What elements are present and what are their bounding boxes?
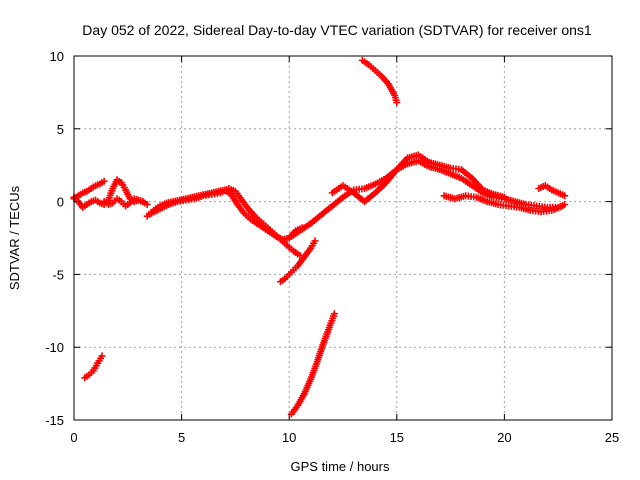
y-tick-label: 10 bbox=[50, 49, 64, 64]
data-point bbox=[393, 99, 401, 107]
plot-frame bbox=[73, 55, 613, 421]
data-point bbox=[98, 352, 106, 360]
data-point bbox=[330, 310, 338, 318]
x-axis-label: GPS time / hours bbox=[291, 459, 390, 474]
data-point bbox=[143, 201, 151, 209]
y-tick-label: 0 bbox=[57, 195, 64, 210]
chart-title: Day 052 of 2022, Sidereal Day-to-day VTE… bbox=[82, 22, 592, 38]
data-point bbox=[311, 237, 319, 245]
x-tick-label: 0 bbox=[70, 430, 77, 445]
data-point bbox=[561, 192, 569, 200]
x-tick-label: 5 bbox=[178, 430, 185, 445]
x-tick-label: 15 bbox=[390, 430, 404, 445]
x-tick-label: 10 bbox=[282, 430, 296, 445]
x-tick-label: 25 bbox=[605, 430, 619, 445]
y-tick-label: 5 bbox=[57, 122, 64, 137]
ticks-layer: 0 5 10 15 20 25 -15 -10 -5 0 5 10 bbox=[45, 49, 619, 445]
points-layer bbox=[70, 56, 569, 418]
grid-layer bbox=[74, 56, 612, 420]
data-point bbox=[559, 202, 567, 210]
data-point bbox=[100, 177, 108, 185]
y-tick-label: -5 bbox=[52, 267, 64, 282]
x-tick-label: 20 bbox=[497, 430, 511, 445]
y-tick-label: -10 bbox=[45, 340, 64, 355]
y-axis-label: SDTVAR / TECUs bbox=[7, 185, 22, 290]
data-point bbox=[500, 193, 508, 201]
y-tick-label: -15 bbox=[45, 413, 64, 428]
